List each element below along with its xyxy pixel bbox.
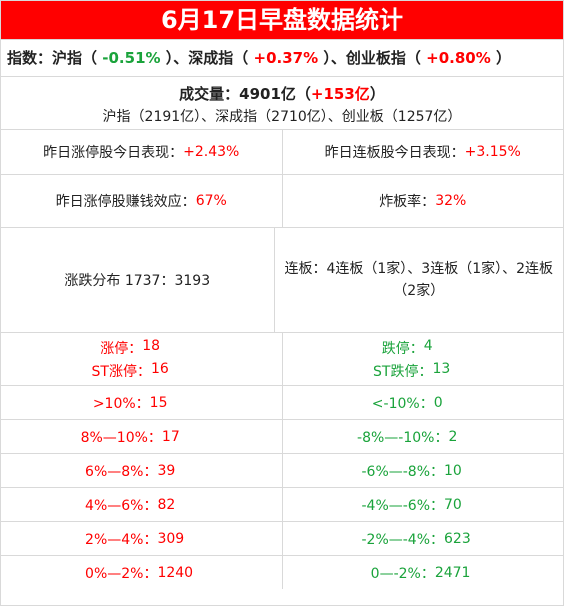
- performance-row: 昨日涨停股今日表现： +2.43% 昨日连板股今日表现： +3.15%: [1, 129, 563, 174]
- volume-change: +153亿: [310, 85, 370, 103]
- sh-index-change: -0.51%: [102, 49, 161, 67]
- limit-counts-row: 涨停： 18 ST涨停： 16 跌停： 4 ST跌停： 13: [1, 332, 563, 385]
- consecutive-boards: 连板：4连板（1家）、3连板（1家）、2连板（2家）: [273, 228, 564, 332]
- money-effect-cell: 昨日涨停股赚钱效应： 67%: [55, 193, 227, 210]
- sh-index-name: 沪指: [52, 49, 83, 67]
- range-row: 6%—8%： 39 -6%—-8%： 10: [1, 453, 563, 487]
- volume-label: 成交量：4901亿（: [179, 85, 311, 103]
- cyb-index-change: +0.80%: [426, 49, 491, 67]
- money-effect-value: 67%: [195, 193, 227, 209]
- sz-index-change: +0.37%: [253, 49, 319, 67]
- range-row: 8%—10%： 17 -8%—-10%： 2: [1, 419, 563, 453]
- advance-decline-ratio: 涨跌分布 1737：3193: [64, 273, 211, 289]
- volume-breakdown: 沪指（2191亿）、深成指（2710亿）、创业板（1257亿）: [102, 109, 462, 125]
- consecutive-performance-cell: 昨日连板股今日表现： +3.15%: [281, 130, 564, 174]
- distribution-row: 涨跌分布 1737：3193 连板：4连板（1家）、3连板（1家）、2连板（2家…: [1, 227, 563, 332]
- effect-row: 昨日涨停股赚钱效应： 67% 炸板率： 32%: [1, 174, 563, 227]
- limit-down-count: 跌停： 4: [381, 337, 433, 357]
- sz-index-name: 深成指: [188, 49, 234, 67]
- report-title: 6月17日早盘数据统计: [1, 1, 563, 39]
- consecutive-performance-value: +3.15%: [464, 144, 521, 160]
- st-limit-down-count: ST跌停： 13: [373, 360, 451, 380]
- broken-board-value: 32%: [435, 193, 467, 209]
- range-row: 4%—6%： 82 -4%—-6%： 70: [1, 487, 563, 521]
- volume-row: 成交量：4901亿（+153亿） 沪指（2191亿）、深成指（2710亿）、创业…: [1, 76, 563, 129]
- index-label: 指数：: [7, 49, 53, 67]
- cyb-index-name: 创业板指: [345, 49, 406, 67]
- limit-up-performance-cell: 昨日涨停股今日表现： +2.43%: [43, 144, 240, 161]
- range-row: 0%—2%： 1240 0—-2%： 2471: [1, 555, 563, 589]
- broken-board-cell: 炸板率： 32%: [281, 175, 564, 227]
- range-row: 2%—4%： 309 -2%—-4%： 623: [1, 521, 563, 555]
- st-limit-up-count: ST涨停： 16: [91, 360, 169, 380]
- limit-up-count: 涨停： 18: [100, 337, 161, 357]
- limit-up-performance-value: +2.43%: [183, 144, 240, 160]
- range-row: >10%： 15 <-10%： 0: [1, 385, 563, 419]
- index-summary-row: 指数：沪指（ -0.51% ）、深成指（ +0.37% ）、创业板指（ +0.8…: [1, 39, 563, 76]
